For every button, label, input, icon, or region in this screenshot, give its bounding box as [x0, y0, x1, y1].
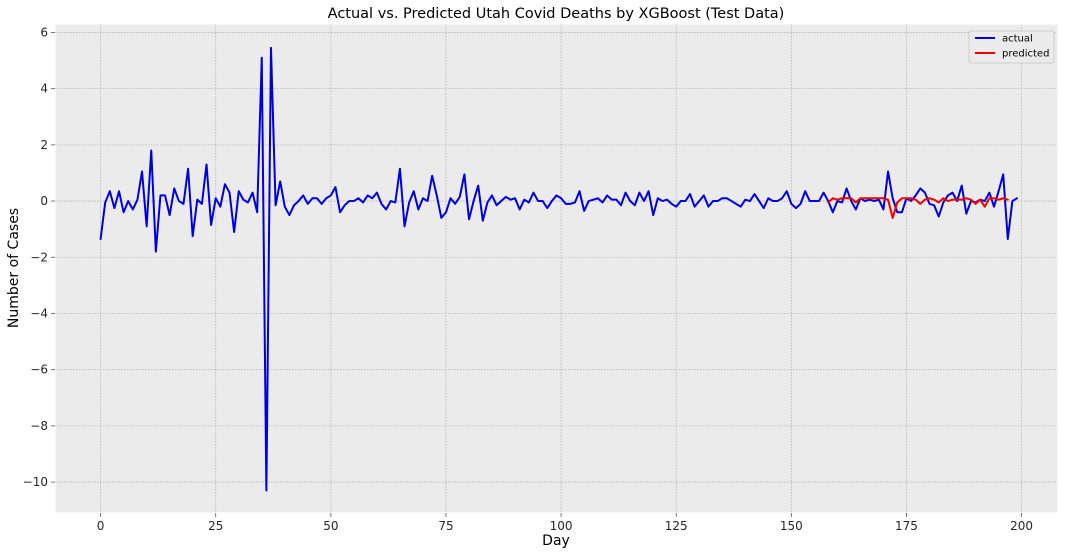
y-axis-title: Number of Cases [6, 208, 22, 328]
series-lines [99, 46, 1019, 492]
y-tick-label: 0 [40, 194, 48, 208]
plot-border [54, 23, 1059, 514]
y-tick-label: −10 [23, 475, 48, 489]
y-tick-label: −8 [30, 419, 48, 433]
series-line-actual [99, 46, 1019, 492]
y-tick-label: −4 [30, 306, 48, 320]
x-tick-label: 125 [665, 519, 688, 533]
x-tick-label: 50 [323, 519, 338, 533]
y-tick-label: 4 [40, 82, 48, 96]
y-tick-label: 6 [40, 25, 48, 39]
x-axis-title: Day [542, 533, 570, 549]
x-axis-ticks: 0 25 50 75 100 125 150 175 200 [97, 513, 1033, 533]
grid-lines [55, 24, 1058, 513]
x-tick-label: 0 [97, 519, 105, 533]
x-tick-label: 200 [1010, 519, 1033, 533]
x-tick-label: 25 [208, 519, 223, 533]
y-tick-label: −6 [30, 363, 48, 377]
x-tick-label: 175 [895, 519, 918, 533]
chart-title: Actual vs. Predicted Utah Covid Deaths b… [328, 6, 785, 22]
x-tick-label: 100 [550, 519, 573, 533]
legend-label-actual: actual [1002, 34, 1033, 45]
x-tick-label: 75 [438, 519, 453, 533]
plot-area [55, 24, 1058, 513]
series-line-predicted [827, 197, 1009, 219]
legend: actual predicted [968, 30, 1055, 64]
plot-frame [54, 23, 1059, 514]
y-tick-label: −2 [30, 250, 48, 264]
y-tick-label: 2 [40, 138, 48, 152]
legend-label-predicted: predicted [1002, 49, 1049, 60]
x-tick-label: 150 [780, 519, 803, 533]
y-axis-ticks: −10 −8 −6 −4 −2 0 2 4 6 [23, 25, 55, 489]
